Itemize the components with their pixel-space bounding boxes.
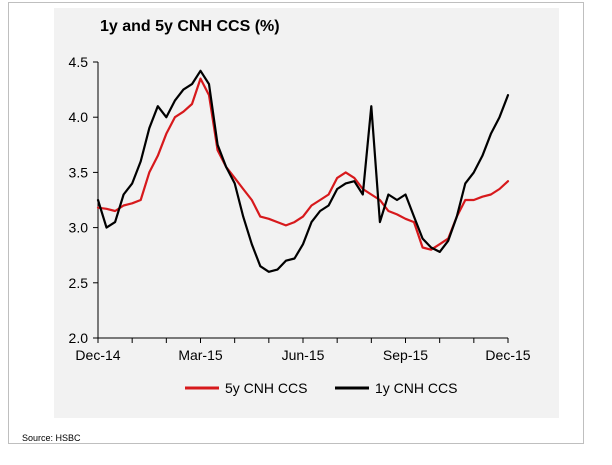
x-tick-label: Jun-15 <box>282 347 325 363</box>
source-note: Source: HSBC <box>22 433 81 443</box>
y-tick-label: 4.0 <box>69 109 89 125</box>
y-tick-label: 2.0 <box>69 330 89 346</box>
x-tick-label: Sep-15 <box>383 347 428 363</box>
y-tick-label: 4.5 <box>69 54 89 70</box>
legend-label: 5y CNH CCS <box>225 380 307 396</box>
y-tick-label: 3.5 <box>69 164 89 180</box>
y-tick-label: 2.5 <box>69 275 89 291</box>
y-tick-label: 3.0 <box>69 220 89 236</box>
x-tick-label: Dec-14 <box>75 347 120 363</box>
legend-label: 1y CNH CCS <box>375 380 457 396</box>
chart-axes: 2.0 2.5 3.0 3.5 4.0 4.5 Dec-14 Mar-15 Jun-15 Sep-… <box>69 54 531 363</box>
x-tick-label: Dec-15 <box>485 347 530 363</box>
series-line-5y <box>96 77 510 251</box>
chart-title: 1y and 5y CNH CCS (%) <box>100 18 280 35</box>
series-line-1y <box>96 69 510 273</box>
chart-series <box>96 69 510 273</box>
chart-legend: 5y CNH CCS 1y CNH CCS <box>185 380 457 396</box>
x-tick-label: Mar-15 <box>178 347 223 363</box>
